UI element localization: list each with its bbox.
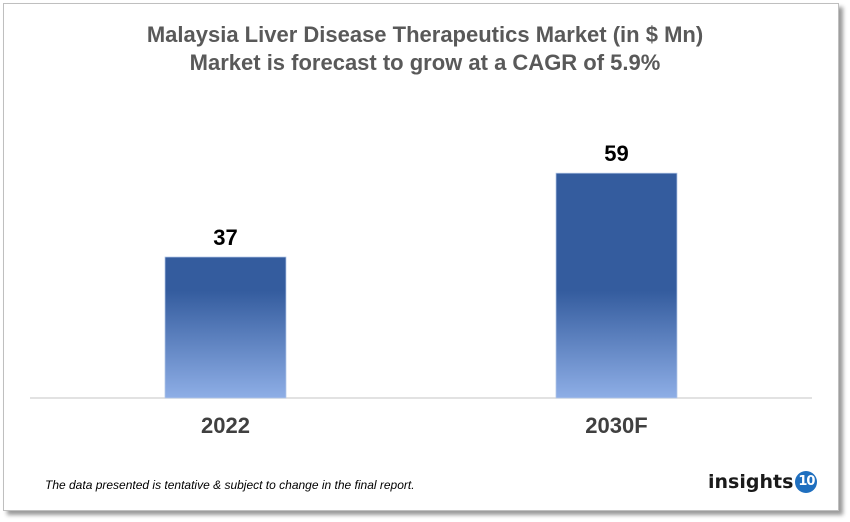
chart-card [3, 3, 839, 511]
footnote: The data presented is tentative & subjec… [45, 478, 415, 492]
chart-subtitle: Market is forecast to grow at a CAGR of … [189, 50, 661, 75]
logo-text: insights [708, 471, 794, 493]
bar-2030F [555, 172, 678, 399]
chart-title: Malaysia Liver Disease Therapeutics Mark… [146, 22, 704, 47]
data-label: 37 [213, 225, 237, 250]
bar-2022 [164, 256, 287, 399]
data-label: 59 [604, 141, 628, 166]
x-tick-label: 2022 [201, 413, 250, 438]
insights10-logo: insights 10 [708, 471, 818, 493]
logo-number: 10 [795, 471, 818, 493]
x-tick-label: 2030F [585, 413, 647, 438]
